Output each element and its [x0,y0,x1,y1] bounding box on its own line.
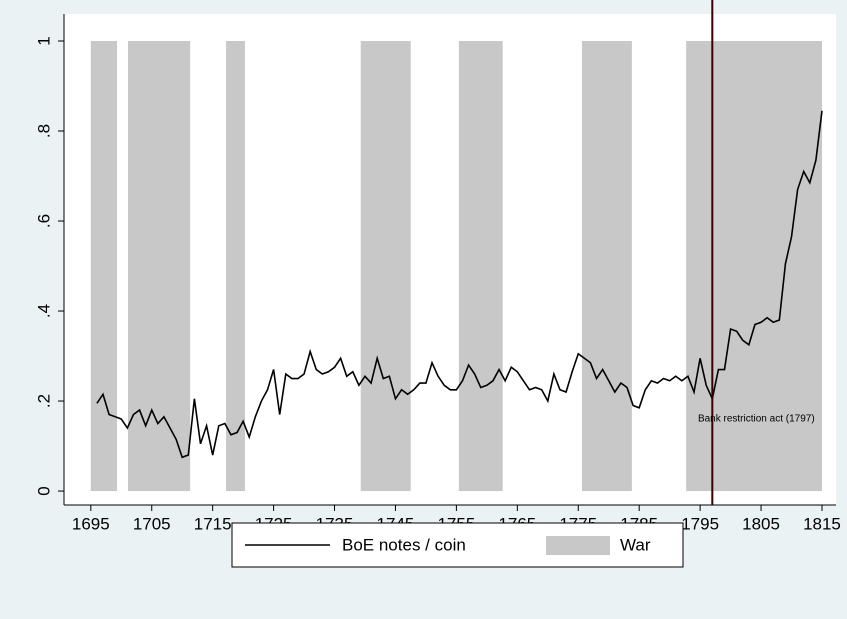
x-tick-label: 1695 [72,514,110,533]
y-tick-label: 0 [34,486,53,495]
war-period [686,41,822,492]
legend-war-swatch [546,536,610,555]
event-annotation: Bank restriction act (1797) [698,414,815,425]
war-period [360,41,411,492]
data-line [96,110,823,459]
x-tick-label: 1795 [681,514,719,533]
war-period [458,41,503,492]
y-tick-label: .6 [34,214,53,228]
x-tick-label: 1705 [133,514,171,533]
y-tick-label: .4 [34,304,53,318]
y-tick-label: 1 [34,36,53,45]
war-period [581,41,632,492]
war-period [226,41,245,492]
war-period [127,41,191,492]
x-tick-label: 1715 [194,514,232,533]
y-tick-label: .8 [34,124,53,138]
legend-label: War [620,535,651,554]
war-period [90,41,118,492]
legend-label: BoE notes / coin [342,535,466,554]
y-tick-label: .2 [34,394,53,408]
x-tick-label: 1815 [803,514,841,533]
x-tick-label: 1805 [742,514,780,533]
